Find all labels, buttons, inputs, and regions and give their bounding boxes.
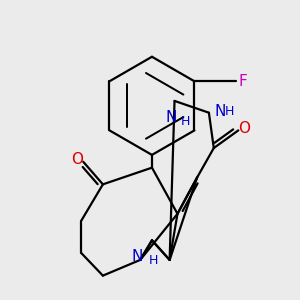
Text: H: H — [225, 105, 235, 118]
Text: N: N — [214, 104, 226, 119]
Text: H: H — [149, 254, 158, 267]
Text: N: N — [132, 249, 143, 264]
Text: N: N — [166, 110, 177, 125]
Text: F: F — [238, 74, 247, 89]
Text: O: O — [238, 121, 250, 136]
Text: O: O — [71, 152, 83, 167]
Text: H: H — [181, 115, 190, 128]
